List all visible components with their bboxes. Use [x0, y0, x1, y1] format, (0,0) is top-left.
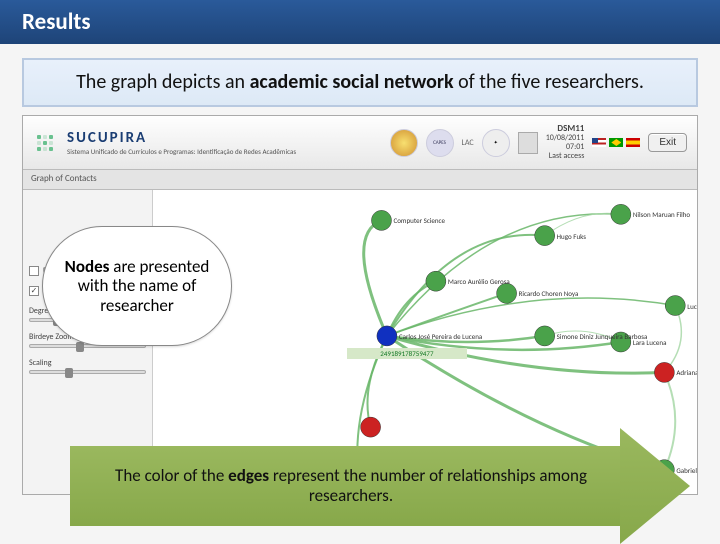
graph-node[interactable] — [426, 271, 446, 291]
graph-node[interactable] — [377, 326, 397, 346]
caption-post: of the five researchers. — [454, 70, 644, 94]
scaling-slider[interactable]: Scaling — [29, 358, 146, 374]
subbar-title: Graph of Contacts — [31, 173, 97, 184]
logo-text: SUCUPIRA Sistema Unificado de Currículos… — [67, 129, 296, 156]
arrow-head-icon — [620, 428, 690, 544]
badge-gov-icon — [390, 129, 418, 157]
graph-node-label: Adriana Motinaro Cesar Jr. — [676, 368, 698, 377]
nodes-callout: Nodes are presented with the name of res… — [42, 226, 232, 346]
badge-lac: LAC — [462, 138, 474, 148]
checkbox-icon[interactable]: ✓ — [29, 286, 39, 296]
caption-pre: The graph depicts an — [76, 70, 250, 94]
user-info: DSM11 10/08/2011 07:01 Last access — [546, 124, 585, 160]
app-subbar: Graph of Contacts — [23, 170, 697, 190]
edges-callout-arrow: The color of the edges represent the num… — [70, 446, 690, 526]
scaling-label: Scaling — [29, 358, 146, 368]
graph-node-label: Lara Lucena — [633, 338, 667, 347]
graph-node-label: Luciano da Fontoura Costa — [687, 302, 698, 311]
graph-edge — [387, 298, 675, 336]
checkbox-icon[interactable] — [29, 266, 39, 276]
graph-node[interactable] — [654, 362, 674, 382]
graph-node-label: Carlos José Pereira de Lucena — [399, 332, 482, 341]
edges-post: represent the number of relationships am… — [269, 465, 587, 506]
callout-b1: Nodes — [65, 256, 110, 277]
caption-bold: academic social network — [250, 70, 454, 94]
graph-node-sublabel: 249189178759477 — [347, 348, 467, 359]
graph-node-label: Computer Science — [393, 216, 445, 225]
logo-icon — [33, 131, 57, 155]
graph-node[interactable] — [535, 226, 555, 246]
header-right: CAPES LAC ✦ DSM11 10/08/2011 07:01 Last … — [390, 124, 688, 160]
graph-node[interactable] — [611, 204, 631, 224]
graph-node-label: Hugo Fuks — [557, 232, 586, 241]
graph-node[interactable] — [665, 296, 685, 316]
badge-inpe-icon: ✦ — [482, 129, 510, 157]
flag-br-icon[interactable] — [609, 138, 623, 147]
graph-edge — [364, 220, 387, 336]
slide-title-bar: Results — [0, 0, 720, 44]
graph-node[interactable] — [497, 283, 517, 303]
graph-node-label: Nilson Maruan Filho — [633, 210, 690, 219]
flag-us-icon[interactable] — [592, 138, 606, 147]
graph-node[interactable] — [371, 210, 391, 230]
slide-title: Results — [22, 8, 91, 36]
edges-pre: The color of the — [115, 465, 228, 486]
graph-edge — [664, 306, 681, 373]
app-header: SUCUPIRA Sistema Unificado de Currículos… — [23, 116, 697, 170]
caption-box: The graph depicts an academic social net… — [22, 58, 698, 107]
flag-es-icon[interactable] — [626, 138, 640, 147]
logo-subtitle: Sistema Unificado de Currículos e Progra… — [67, 147, 296, 156]
graph-node-label: Marco Aurélio Gerosa — [448, 277, 510, 286]
edges-b: edges — [228, 465, 269, 486]
graph-node[interactable] — [535, 326, 555, 346]
graph-node[interactable] — [361, 417, 381, 437]
last-access: Last access — [549, 152, 585, 161]
exit-button[interactable]: Exit — [648, 133, 687, 152]
badge-capes-icon: CAPES — [426, 129, 454, 157]
logo-title: SUCUPIRA — [67, 129, 296, 147]
flag-row — [592, 138, 640, 147]
user-avatar — [518, 132, 538, 154]
edges-callout-body: The color of the edges represent the num… — [70, 446, 632, 526]
graph-node-label: Ricardo Choren Noya — [519, 289, 579, 298]
